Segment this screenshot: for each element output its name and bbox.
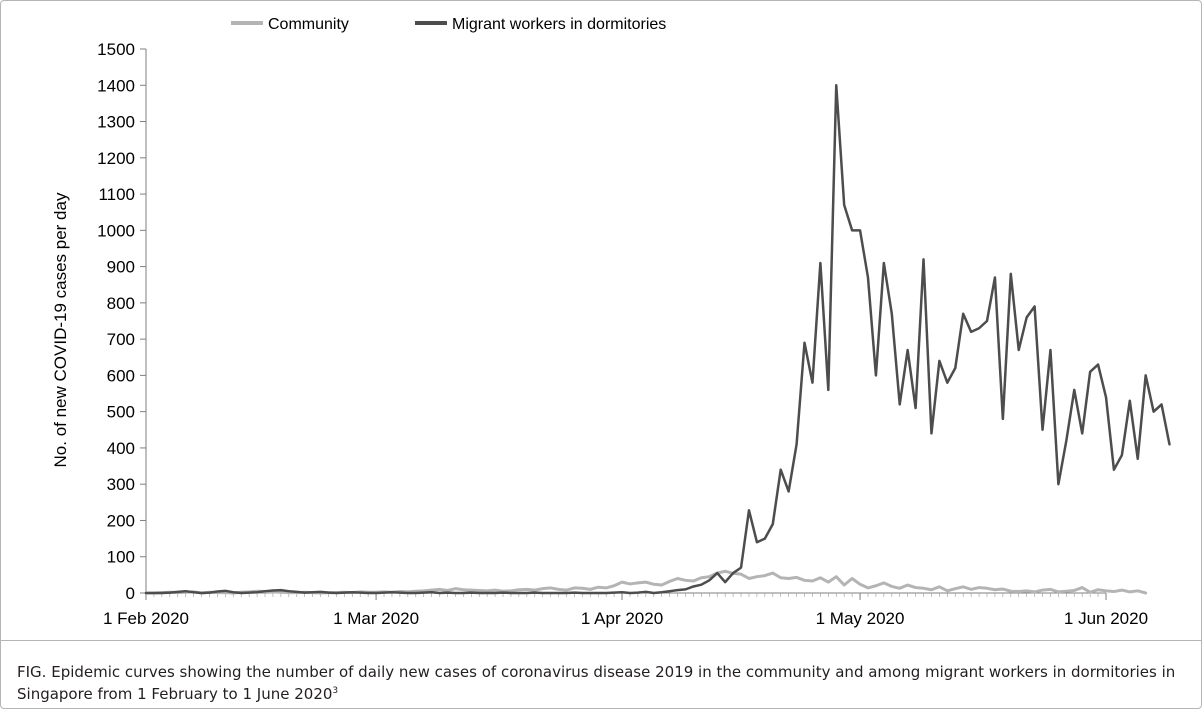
- chart-area: Community Migrant workers in dormitories …: [51, 16, 1171, 628]
- y-tick-label: 800: [107, 294, 135, 313]
- series-line-migrant-workers: [144, 84, 1171, 595]
- y-tick-label: 700: [107, 330, 135, 349]
- figure-caption: FIG. Epidemic curves showing the number …: [17, 661, 1192, 705]
- y-tick-label: 900: [107, 258, 135, 277]
- x-tick-label: 1 Jun 2020: [1064, 609, 1148, 628]
- x-axis: 1 Feb 2020 1 Mar 2020 1 Apr 2020 1 May 2020…: [103, 592, 1148, 628]
- y-axis: 0 100 200 300 400 500 600 700 800 900 1000 1100 1200…: [97, 40, 147, 603]
- x-tick-label: 1 Feb 2020: [103, 609, 189, 628]
- caption-footnote-mark: 3: [332, 686, 339, 696]
- legend: Community Migrant workers in dormitories: [231, 16, 666, 33]
- y-tick-label: 1500: [97, 40, 135, 59]
- y-tick-label: 1200: [97, 149, 135, 168]
- y-tick-label: 400: [107, 439, 135, 458]
- y-tick-label: 1400: [97, 76, 135, 95]
- x-tick-label: 1 May 2020: [816, 609, 905, 628]
- caption-text: FIG. Epidemic curves showing the number …: [17, 663, 1176, 703]
- caption-divider: [1, 640, 1201, 641]
- y-tick-label: 300: [107, 475, 135, 494]
- legend-label-community: Community: [268, 16, 349, 33]
- y-axis-label: No. of new COVID-19 cases per day: [51, 192, 70, 467]
- line-chart: Community Migrant workers in dormitories …: [51, 16, 1171, 628]
- y-tick-label: 100: [107, 548, 135, 567]
- x-tick-label: 1 Mar 2020: [333, 609, 419, 628]
- y-tick-label: 200: [107, 511, 135, 530]
- series-line-community: [144, 569, 1148, 595]
- y-tick-label: 500: [107, 403, 135, 422]
- y-tick-label: 1100: [98, 185, 135, 204]
- y-tick-label: 1300: [97, 113, 135, 132]
- x-tick-label: 1 Apr 2020: [581, 609, 663, 628]
- y-tick-label: 0: [126, 584, 135, 603]
- y-tick-label: 600: [107, 366, 135, 385]
- legend-label-migrant-workers: Migrant workers in dormitories: [452, 16, 666, 33]
- y-tick-label: 1000: [97, 221, 135, 240]
- series-layer: [144, 84, 1171, 595]
